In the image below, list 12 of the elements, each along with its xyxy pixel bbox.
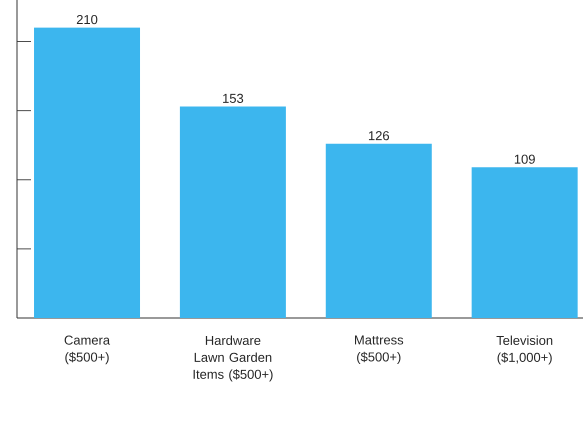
data-label: 210	[76, 14, 98, 24]
data-label: 126	[368, 131, 390, 140]
bar	[326, 144, 432, 318]
bar	[472, 167, 578, 318]
data-label: 109	[514, 154, 535, 164]
data-label: 153	[223, 94, 244, 103]
x-tick-label: Camera ($500+)	[64, 336, 110, 364]
bar	[180, 106, 286, 318]
x-tick-label: Television ($1,000+)	[496, 336, 552, 365]
bar	[34, 28, 140, 318]
x-tick-label: Mattress ($500+)	[355, 336, 404, 364]
x-tick-label: Hardware Lawn Garden Items ($500+)	[194, 336, 273, 382]
